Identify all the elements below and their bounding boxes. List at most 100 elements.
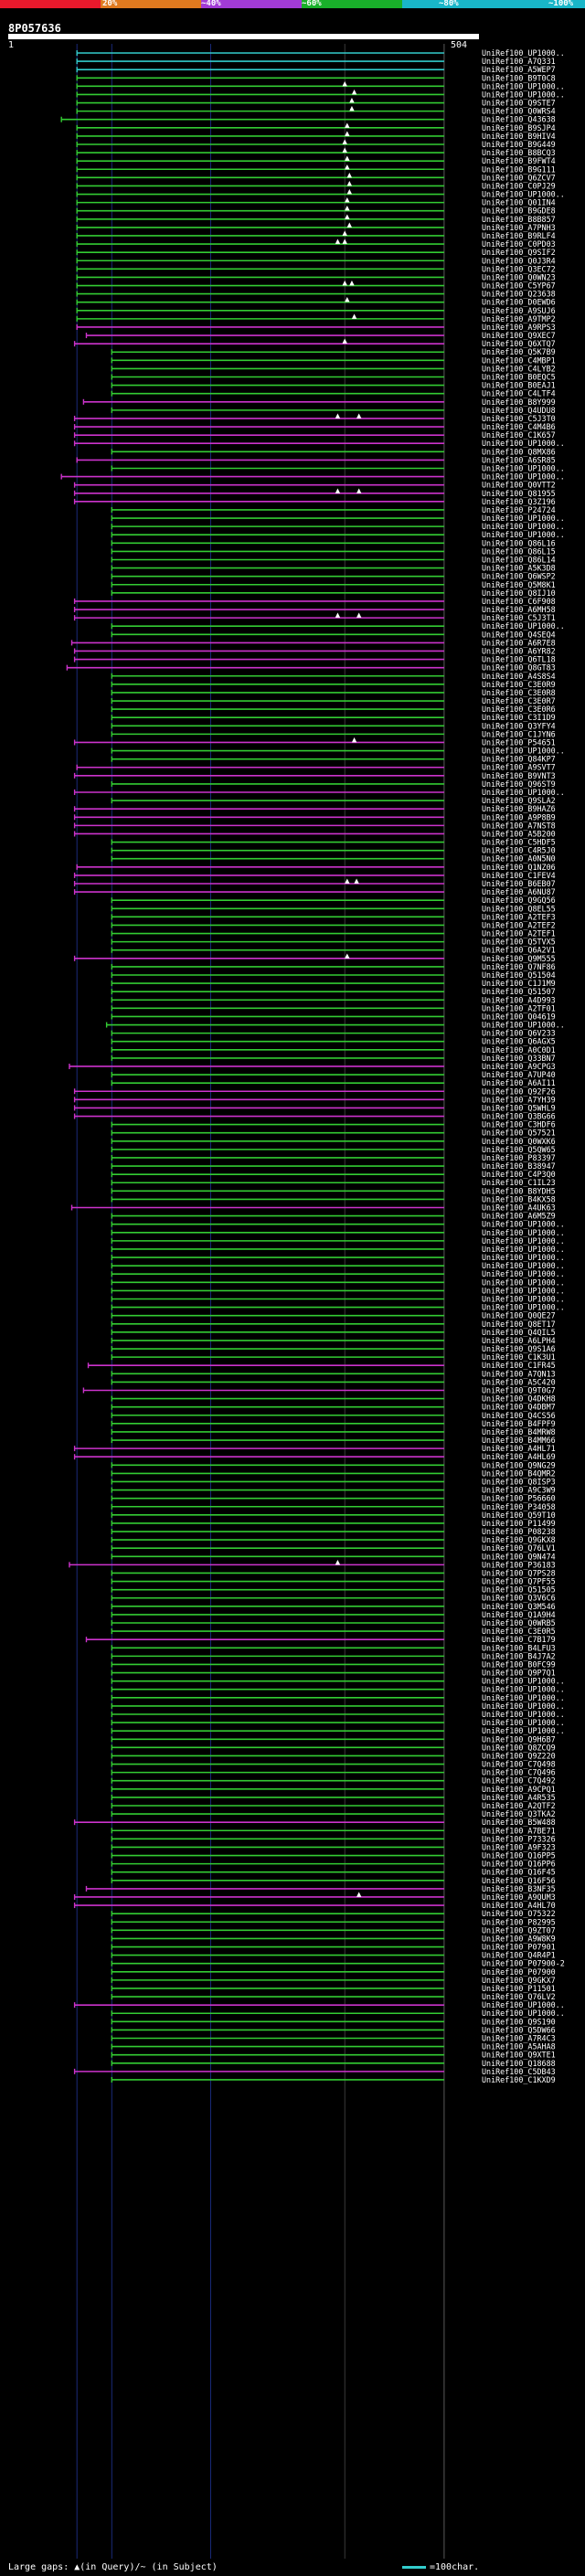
hit-row[interactable]: UniRef100_B5W488 bbox=[73, 1818, 556, 1827]
hit-name-label[interactable]: UniRef100_C4R5J0 bbox=[482, 846, 556, 855]
hit-row[interactable]: UniRef100_Q84KP7 bbox=[111, 755, 556, 764]
hit-name-label[interactable]: UniRef100_B0EAJ1 bbox=[482, 381, 556, 390]
hit-name-label[interactable]: UniRef100_A2TEF1 bbox=[482, 929, 556, 938]
hit-name-label[interactable]: UniRef100_Q0WXK6 bbox=[482, 1137, 556, 1146]
hit-name-label[interactable]: UniRef100_C1JYN6 bbox=[482, 729, 556, 738]
hit-row[interactable]: UniRef100_UP1000.. bbox=[111, 1220, 565, 1229]
hit-name-label[interactable]: UniRef100_Q9T0G7 bbox=[482, 1385, 556, 1394]
hit-row[interactable]: UniRef100_Q51505 bbox=[111, 1585, 556, 1595]
hit-name-label[interactable]: UniRef100_P07900 bbox=[482, 1967, 556, 1977]
hit-row[interactable]: ▲ UniRef100_A9QUM3 bbox=[73, 1891, 556, 1902]
hit-row[interactable]: UniRef100_A5WEP7 bbox=[76, 65, 556, 74]
hit-row[interactable]: UniRef100_Q3V6C6 bbox=[111, 1594, 556, 1603]
hit-row[interactable]: UniRef100_A9SVT7 bbox=[76, 763, 556, 772]
hit-name-label[interactable]: UniRef100_UP1000.. bbox=[482, 1677, 565, 1686]
hit-name-label[interactable]: UniRef100_Q3EC72 bbox=[482, 264, 556, 273]
hit-name-label[interactable]: UniRef100_Q1A9H4 bbox=[482, 1610, 556, 1619]
hit-name-label[interactable]: UniRef100_C5YP67 bbox=[482, 281, 556, 291]
hit-name-label[interactable]: UniRef100_A9TMP2 bbox=[482, 314, 556, 323]
hit-row[interactable]: UniRef100_Q33BN7 bbox=[111, 1054, 556, 1063]
hit-name-label[interactable]: UniRef100_B6EB07 bbox=[482, 879, 556, 888]
hit-name-label[interactable]: UniRef100_C1K657 bbox=[482, 430, 556, 440]
hit-row[interactable]: UniRef100_Q9GKX7 bbox=[111, 1976, 556, 1985]
hit-name-label[interactable]: UniRef100_Q9XTE1 bbox=[482, 2051, 556, 2060]
hit-name-label[interactable]: UniRef100_Q43638 bbox=[482, 115, 556, 124]
hit-row[interactable]: UniRef100_C6F908 bbox=[73, 597, 556, 606]
hit-row[interactable]: UniRef100_C1K3U1 bbox=[111, 1352, 556, 1362]
hit-row[interactable]: UniRef100_Q0WRB5 bbox=[111, 1618, 556, 1627]
hit-name-label[interactable]: UniRef100_C4MBP1 bbox=[482, 355, 556, 365]
hit-name-label[interactable]: UniRef100_UP1000.. bbox=[482, 190, 565, 199]
hit-row[interactable]: UniRef100_Q4R4P1 bbox=[111, 1951, 556, 1960]
hit-row[interactable]: UniRef100_Q76LV1 bbox=[111, 1543, 556, 1553]
hit-row[interactable]: UniRef100_C7B179 bbox=[85, 1635, 556, 1644]
hit-row[interactable]: UniRef100_P07900-2 bbox=[111, 1959, 565, 1968]
hit-row[interactable]: UniRef100_A5B200 bbox=[73, 829, 556, 838]
hit-name-label[interactable]: UniRef100_Q4UDU8 bbox=[482, 406, 556, 415]
hit-name-label[interactable]: UniRef100_Q9M555 bbox=[482, 954, 556, 963]
hit-row[interactable]: UniRef100_Q3TKA2 bbox=[111, 1809, 556, 1818]
hit-name-label[interactable]: UniRef100_Q3YFY4 bbox=[482, 721, 556, 730]
hit-row[interactable]: ▲ ▲ UniRef100_C5J3T0 bbox=[73, 412, 556, 423]
hit-row[interactable]: UniRef100_Q3BG66 bbox=[73, 1112, 556, 1121]
hit-name-label[interactable]: UniRef100_B9RLF4 bbox=[482, 231, 556, 240]
hit-name-label[interactable]: UniRef100_Q23638 bbox=[482, 290, 556, 299]
hit-name-label[interactable]: UniRef100_Q9GKX8 bbox=[482, 1535, 556, 1544]
hit-name-label[interactable]: UniRef100_Q59T10 bbox=[482, 1511, 556, 1520]
hit-name-label[interactable]: UniRef100_Q6V233 bbox=[482, 1029, 556, 1038]
hit-name-label[interactable]: UniRef100_UP1000.. bbox=[482, 1718, 565, 1727]
hit-name-label[interactable]: UniRef100_B38947 bbox=[482, 1161, 556, 1171]
hit-row[interactable]: UniRef100_Q6AGX5 bbox=[111, 1037, 556, 1046]
hit-row[interactable]: UniRef100_Q7NF86 bbox=[111, 962, 556, 971]
hit-name-label[interactable]: UniRef100_C7Q496 bbox=[482, 1768, 556, 1777]
hit-row[interactable]: UniRef100_P11499 bbox=[111, 1519, 556, 1528]
hit-name-label[interactable]: UniRef100_A0N5N0 bbox=[482, 854, 556, 864]
hit-name-label[interactable]: UniRef100_Q0WN23 bbox=[482, 272, 556, 281]
hit-row[interactable]: UniRef100_C4LYB2 bbox=[111, 364, 556, 373]
hit-name-label[interactable]: UniRef100_P11501 bbox=[482, 1984, 556, 1993]
hit-row[interactable]: UniRef100_Q1A9H4 bbox=[111, 1610, 556, 1619]
hit-row[interactable]: ▲ UniRef100_D0EWD6 bbox=[76, 296, 556, 307]
hit-name-label[interactable]: UniRef100_UP1000.. bbox=[482, 1261, 565, 1270]
hit-name-label[interactable]: UniRef100_P07901 bbox=[482, 1943, 556, 1952]
hit-row[interactable]: UniRef100_B4LFU3 bbox=[111, 1643, 556, 1652]
hit-row[interactable]: UniRef100_P83397 bbox=[111, 1153, 556, 1162]
hit-row[interactable]: UniRef100_A4HL71 bbox=[73, 1444, 556, 1453]
hit-row[interactable]: UniRef100_Q8ET17 bbox=[111, 1320, 556, 1329]
hit-name-label[interactable]: UniRef100_C7Q492 bbox=[482, 1776, 556, 1786]
hit-name-label[interactable]: UniRef100_B4FPF9 bbox=[482, 1419, 556, 1428]
hit-name-label[interactable]: UniRef100_A7YH39 bbox=[482, 1095, 556, 1104]
hit-name-label[interactable]: UniRef100_P07900-2 bbox=[482, 1959, 565, 1968]
hit-row[interactable]: UniRef100_UP1000.. bbox=[111, 2009, 565, 2018]
hit-row[interactable]: UniRef100_C3HDF6 bbox=[111, 1120, 556, 1129]
hit-name-label[interactable]: UniRef100_P24724 bbox=[482, 505, 556, 514]
hit-row[interactable]: UniRef100_Q4SEQ4 bbox=[111, 630, 556, 639]
hit-row[interactable]: UniRef100_Q9ZT07 bbox=[111, 1925, 556, 1935]
hit-name-label[interactable]: UniRef100_UP1000.. bbox=[482, 1220, 565, 1229]
hit-name-label[interactable]: UniRef100_A4D993 bbox=[482, 995, 556, 1004]
hit-row[interactable]: UniRef100_C4R5J0 bbox=[111, 846, 556, 855]
hit-name-label[interactable]: UniRef100_Q18688 bbox=[482, 2059, 556, 2068]
hit-name-label[interactable]: UniRef100_Q4QIL5 bbox=[482, 1328, 556, 1337]
hit-row[interactable]: ▲ UniRef100_B9SJP4 bbox=[76, 122, 556, 133]
hit-row[interactable]: UniRef100_B9T0C8 bbox=[76, 73, 556, 82]
hit-row[interactable]: UniRef100_B4MRW8 bbox=[111, 1427, 556, 1436]
hit-name-label[interactable]: UniRef100_C5J3T0 bbox=[482, 414, 556, 423]
hit-row[interactable]: UniRef100_UP1000.. bbox=[76, 48, 565, 58]
hit-row[interactable]: UniRef100_UP1000.. bbox=[111, 1677, 565, 1686]
hit-name-label[interactable]: UniRef100_UP1000.. bbox=[482, 464, 565, 473]
hit-row[interactable]: UniRef100_UP1000.. bbox=[111, 1261, 565, 1270]
hit-row[interactable]: UniRef100_Q51507 bbox=[111, 987, 556, 996]
hit-row[interactable]: UniRef100_UP1000.. bbox=[111, 1685, 565, 1694]
hit-row[interactable]: UniRef100_Q5TVX5 bbox=[111, 938, 556, 947]
hit-name-label[interactable]: UniRef100_Q5K7B9 bbox=[482, 347, 556, 356]
hit-row[interactable]: UniRef100_Q92F26 bbox=[73, 1087, 556, 1096]
hit-row[interactable]: UniRef100_Q5M8K1 bbox=[111, 580, 556, 589]
hit-row[interactable]: UniRef100_Q76LV2 bbox=[111, 1992, 556, 2001]
hit-row[interactable]: UniRef100_A4HL69 bbox=[73, 1452, 556, 1461]
hit-row[interactable]: UniRef100_UP1000.. bbox=[111, 1228, 565, 1237]
hit-row[interactable]: UniRef100_A4S8S4 bbox=[111, 672, 556, 681]
hit-row[interactable]: UniRef100_A6MH58 bbox=[73, 605, 556, 614]
hit-name-label[interactable]: UniRef100_UP1000.. bbox=[482, 1685, 565, 1694]
hit-name-label[interactable]: UniRef100_UP1000.. bbox=[482, 1228, 565, 1237]
